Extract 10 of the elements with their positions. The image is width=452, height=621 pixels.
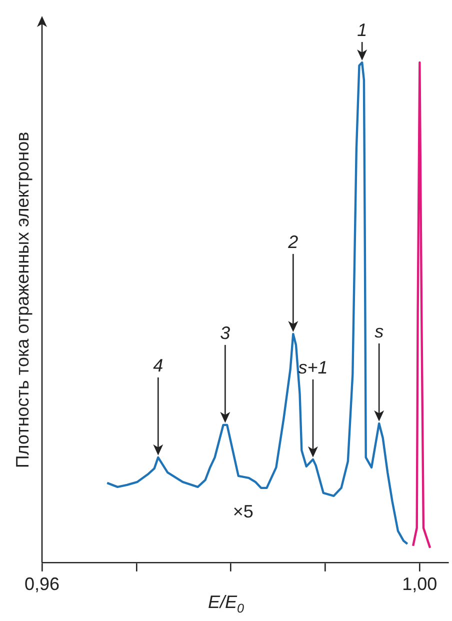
y-axis-title: Плотность тока отраженных электронов: [12, 132, 34, 468]
x-tick-label: 0,96: [24, 574, 60, 594]
x-axis-title: E/E$_{0}$: [208, 592, 244, 616]
annotation: s: [374, 321, 384, 342]
annotation: 3: [220, 322, 230, 343]
annotation: 4: [153, 355, 164, 376]
annotation: ×5: [232, 501, 254, 522]
x-tick-label: 1,00: [402, 574, 438, 594]
annotation: 2: [287, 232, 298, 252]
annotation: 1: [357, 20, 368, 40]
